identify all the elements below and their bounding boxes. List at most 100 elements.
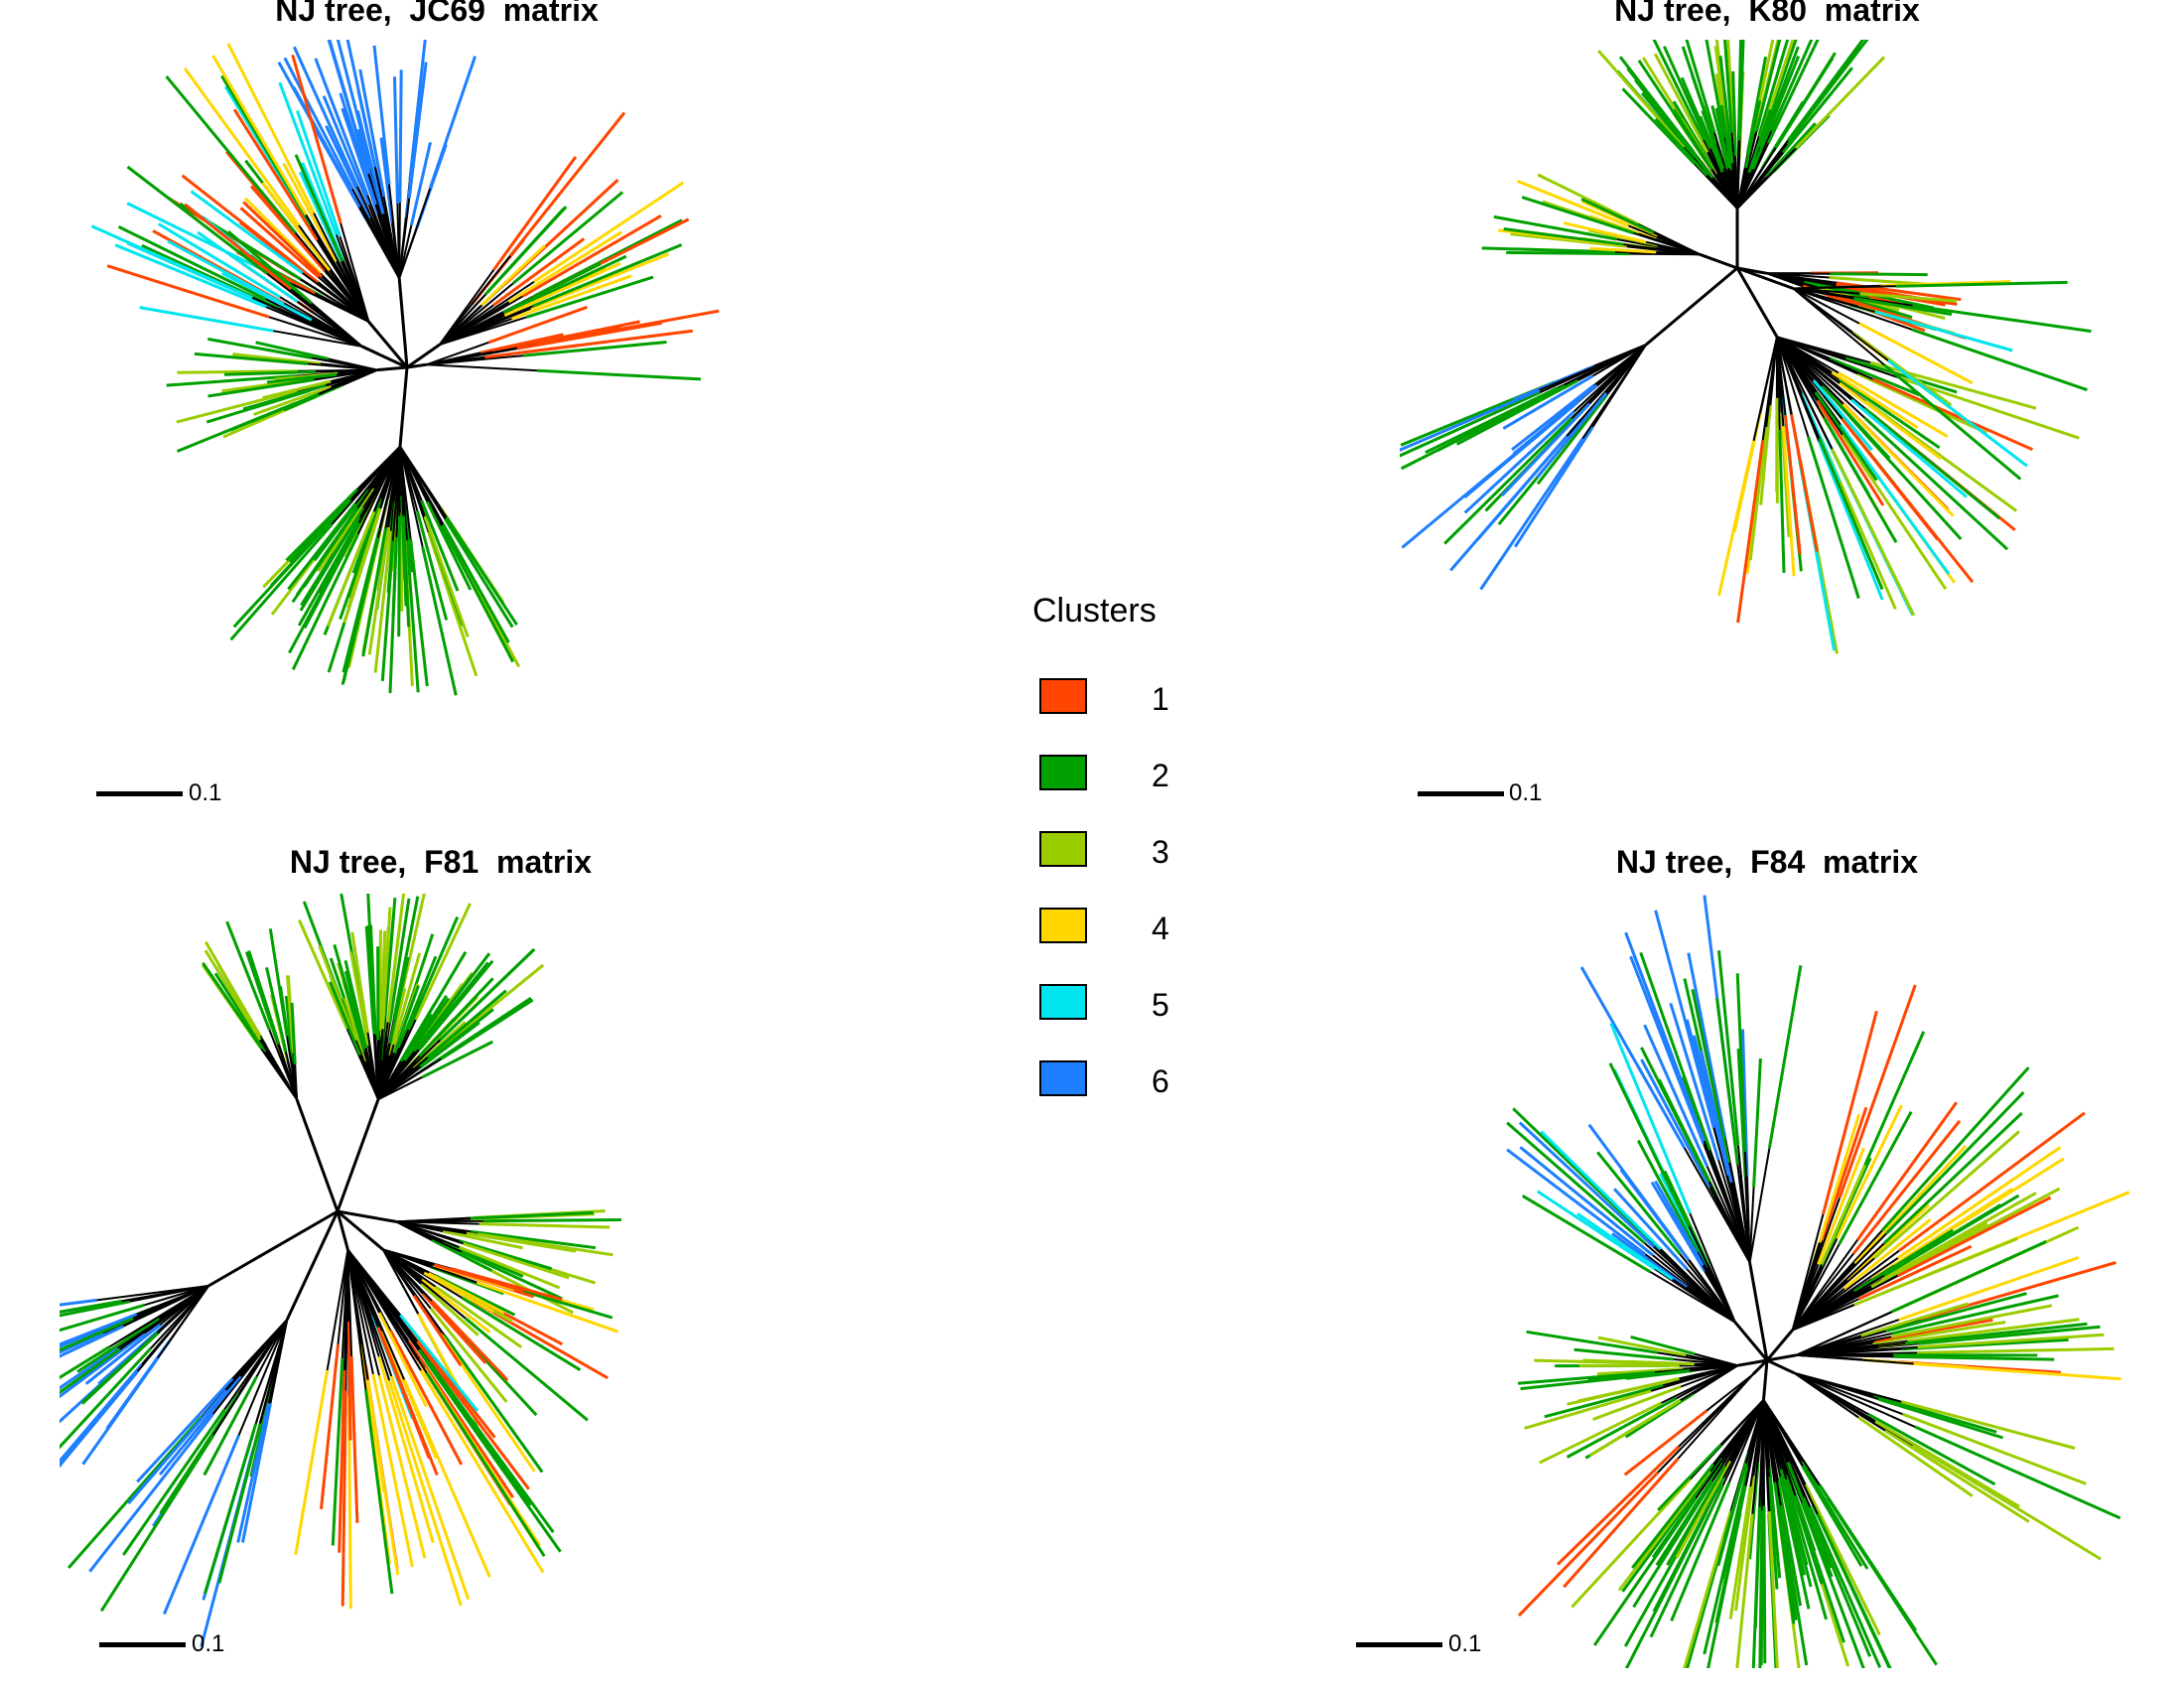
tree-branch-tip xyxy=(1845,356,1958,394)
tree-branch-tip xyxy=(1913,1362,2121,1381)
tree-branch-internal xyxy=(1702,1264,1736,1324)
tree-branch-tip xyxy=(346,507,382,609)
tree-branch-tip xyxy=(373,530,393,673)
tree-branch-tip xyxy=(325,125,372,218)
tree-branch-internal xyxy=(346,1249,428,1374)
tree-branch-tip xyxy=(414,903,472,1021)
tree-branch-tip xyxy=(533,181,685,284)
tree-branch-tip xyxy=(285,488,359,562)
tree-branch-tip xyxy=(84,1324,161,1385)
tree-branch-tip xyxy=(1841,417,1939,541)
tree-branch-tip xyxy=(217,1423,262,1584)
tree-branch-tip xyxy=(166,374,296,387)
tree-branch-tip xyxy=(255,341,329,360)
tree-branch-internal xyxy=(398,188,432,279)
tree-branch-tip xyxy=(1814,391,1878,482)
tree-branch-tip xyxy=(1751,1506,1761,1668)
tree-f84 xyxy=(1506,895,2130,1668)
tree-branch-internal xyxy=(326,1249,349,1371)
tree-branch-tip xyxy=(247,949,281,1045)
tree-branch-internal xyxy=(1694,1362,1738,1367)
tree-branch-tip xyxy=(341,1390,347,1607)
tree-branch-internal xyxy=(1736,151,1785,210)
tree-branch-tip xyxy=(1881,1066,2030,1231)
tree-branch-internal xyxy=(377,1039,442,1100)
tree-branch-tip xyxy=(1818,1113,1861,1243)
tree-branch-tip xyxy=(207,337,312,359)
tree-branch-internal xyxy=(108,1285,209,1348)
tree-branch-tip xyxy=(1719,104,1733,171)
tree-branch-internal xyxy=(1576,344,1647,382)
tree-branch-internal xyxy=(439,301,510,346)
tree-branch-tip xyxy=(1654,117,1708,177)
tree-branch-internal xyxy=(346,1249,374,1375)
tree-branch-tip xyxy=(377,1355,435,1544)
tree-branch-tip xyxy=(1566,1397,1677,1459)
tree-branch-tip xyxy=(232,108,319,241)
tree-branch-tip xyxy=(383,897,397,1019)
tree-branch-tip xyxy=(1516,179,1629,227)
tree-branch-tip xyxy=(380,540,395,682)
tree-branch-tip xyxy=(297,516,362,627)
tree-branch-internal xyxy=(439,316,527,347)
tree-branch-tip xyxy=(190,190,304,275)
tree-branch-tip xyxy=(1685,40,1716,133)
tree-branch-tip xyxy=(1818,438,1884,591)
tree-branch-tip xyxy=(1536,394,1608,486)
tree-branch-tip xyxy=(1801,1465,1863,1568)
tree-branch-tip xyxy=(1663,1170,1710,1266)
tree-branch-internal xyxy=(1793,287,1876,313)
tree-branch-tip xyxy=(176,389,298,424)
tree-branch-tip xyxy=(461,1250,563,1301)
tree-branch-tip xyxy=(470,1210,594,1220)
tree-branch-tip xyxy=(371,1373,414,1568)
scale-bar-f84 xyxy=(1356,1642,1442,1647)
legend-label-3: 3 xyxy=(1152,834,1169,870)
tree-branch-internal xyxy=(346,1249,353,1357)
tree-branch-internal xyxy=(351,188,401,279)
tree-branch-tip xyxy=(1621,87,1696,165)
tree-branch-internal xyxy=(1737,1358,1768,1367)
tree-branch-internal xyxy=(366,1032,379,1100)
panel-title-jc69: NJ tree, JC69 matrix xyxy=(275,0,599,28)
tree-branch-tip xyxy=(1592,1497,1698,1646)
tree-branch-tip xyxy=(1851,1119,1962,1255)
tree-branch-tip xyxy=(1898,1256,2080,1322)
tree-branch-tip xyxy=(1781,426,1796,577)
tree-branch-tip xyxy=(434,1285,523,1349)
tree-branch-tip xyxy=(1609,1022,1692,1214)
tree-branch-internal xyxy=(1657,1373,1754,1474)
tree-branch-internal xyxy=(1792,1257,1875,1332)
tree-branch-internal xyxy=(295,1098,340,1212)
tree-branch-internal xyxy=(346,1249,406,1380)
tree-branch-tip xyxy=(1858,322,1974,385)
tree-branch-tip xyxy=(445,516,518,627)
tree-branch-tip xyxy=(1691,988,1730,1164)
tree-branch-tip xyxy=(402,994,448,1061)
tree-branch-tip xyxy=(1829,276,1928,286)
tree-branch-internal xyxy=(1751,1358,1769,1376)
tree-branch-tip xyxy=(60,1317,134,1352)
tree-branch-tip xyxy=(1512,383,1598,456)
tree-branch-tip xyxy=(1544,1383,1664,1419)
tree-branch-tip xyxy=(1535,391,1608,479)
tree-branch-internal xyxy=(157,1285,209,1359)
tree-branch-tip xyxy=(327,510,376,628)
tree-branch-internal xyxy=(144,1285,209,1307)
tree-branch-tip xyxy=(537,368,701,381)
tree-branch-tip xyxy=(314,58,369,197)
tree-branch-tip xyxy=(1855,1101,1959,1241)
tree-branch-tip xyxy=(521,214,662,298)
tree-branch-tip xyxy=(159,1392,240,1514)
tree-branch-tip xyxy=(1714,107,1731,169)
tree-branch-internal xyxy=(311,356,378,371)
tree-branch-tip xyxy=(1884,1091,2025,1235)
tree-branch-tip xyxy=(60,1346,153,1450)
tree-branch-internal xyxy=(1791,1243,1841,1331)
tree-branch-tip xyxy=(430,1299,509,1382)
tree-branch-tip xyxy=(1736,40,1743,141)
tree-branch-internal xyxy=(330,368,378,382)
tree-branch-tip xyxy=(1842,403,1955,517)
tree-branch-tip xyxy=(294,154,344,262)
tree-branch-tip xyxy=(439,947,536,1042)
